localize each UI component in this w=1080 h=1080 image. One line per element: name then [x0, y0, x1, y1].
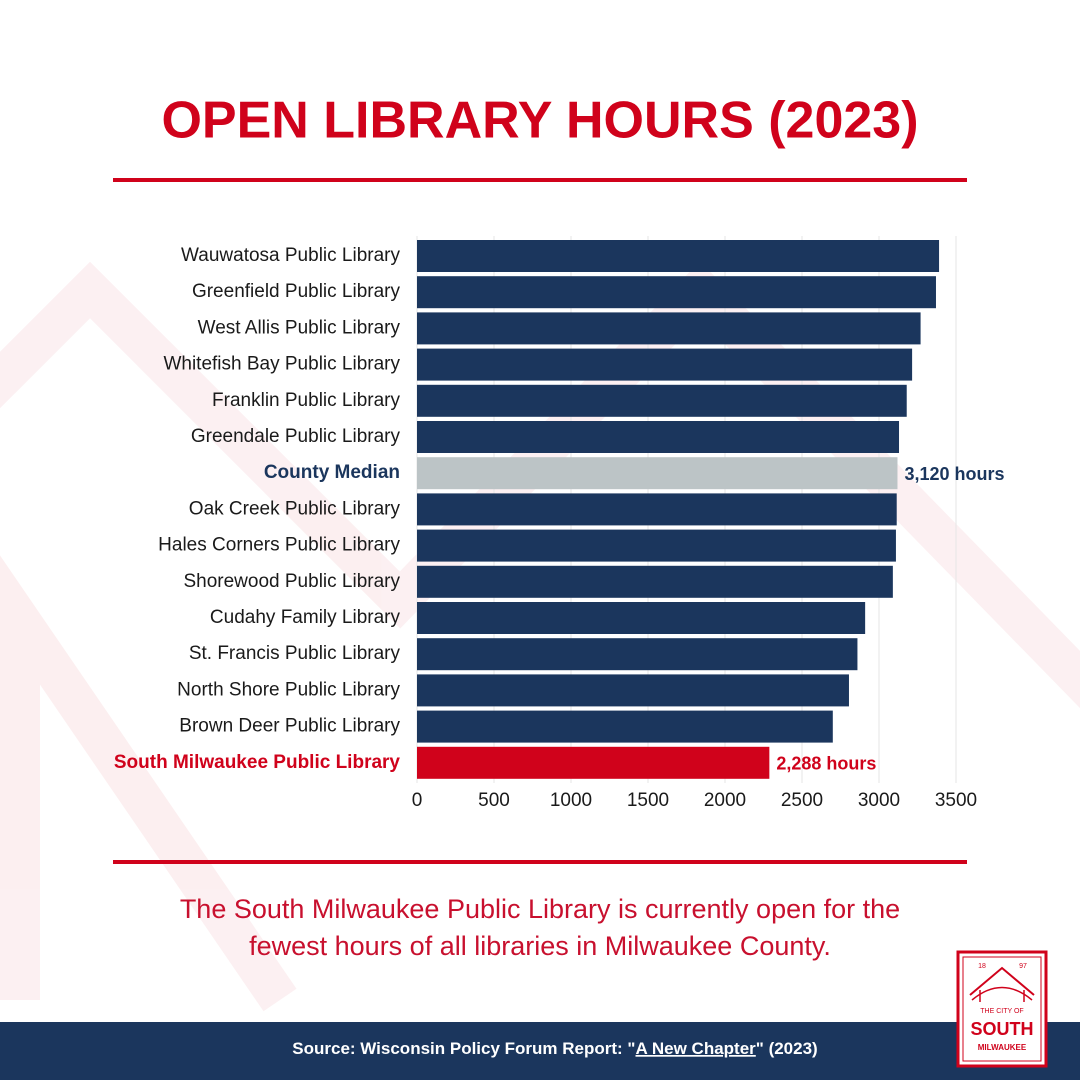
- logo-bridge: [971, 986, 1033, 1002]
- bar: [417, 602, 866, 634]
- logo-text: SOUTH: [971, 1019, 1034, 1039]
- source: Source: Wisconsin Policy Forum Report: "…: [292, 1039, 817, 1058]
- divider: [113, 860, 967, 864]
- x-tick-label: 500: [478, 790, 510, 811]
- divider: [113, 178, 967, 182]
- bar: [417, 493, 897, 526]
- bar: [417, 348, 913, 381]
- y-tick-label: St. Francis Public Library: [189, 643, 401, 664]
- bar: [417, 710, 833, 743]
- bar: [417, 529, 896, 562]
- logo-frame: [962, 956, 1042, 1062]
- x-tick-label: 2000: [704, 790, 746, 811]
- y-tick-label: Shorewood Public Library: [183, 571, 400, 592]
- y-tick-label: West Allis Public Library: [198, 317, 401, 338]
- bar: [417, 565, 893, 598]
- x-tick-label: 3000: [858, 790, 900, 811]
- y-tick-label: Oak Creek Public Library: [189, 498, 401, 519]
- bar: [417, 638, 858, 671]
- y-tick-label: Franklin Public Library: [212, 390, 400, 411]
- y-tick-label: Wauwatosa Public Library: [181, 245, 400, 266]
- bar: [417, 421, 900, 453]
- y-tick-label: North Shore Public Library: [177, 679, 400, 700]
- source-text: Source: Wisconsin Policy Forum Report: ": [292, 1039, 635, 1058]
- logo-year: 18: [978, 963, 986, 970]
- logo-text: THE CITY OF: [980, 1008, 1023, 1015]
- bar: [417, 240, 940, 272]
- logo-roof: [969, 966, 1035, 996]
- y-tick-label: County Median: [264, 462, 400, 483]
- logo: 18 97 THE CITY OF SOUTH MILWAUKEE: [956, 950, 1048, 1068]
- y-tick-label: Whitefish Bay Public Library: [163, 354, 400, 375]
- chart-title: OPEN LIBRARY HOURS (2023): [161, 92, 918, 150]
- plot: 0 500 1000 1500 2000 2500 3000 3500 Wauwatosa Pu…: [114, 236, 1005, 811]
- bar: [417, 384, 907, 417]
- footer-band: [0, 1022, 1080, 1080]
- bar: [417, 457, 898, 490]
- x-tick-label: 2500: [781, 790, 823, 811]
- bar: [417, 746, 770, 779]
- source-link: A New Chapter: [636, 1039, 757, 1058]
- y-tick-label: Greendale Public Library: [191, 426, 401, 447]
- logo-text: MILWAUKEE: [978, 1043, 1027, 1052]
- source-text: " (2023): [756, 1039, 818, 1058]
- bar: [417, 312, 921, 345]
- y-tick-label: Greenfield Public Library: [192, 281, 401, 302]
- bar: [417, 674, 849, 707]
- x-tick-label: 1500: [627, 790, 669, 811]
- value-label: 3,120 hours: [904, 464, 1004, 484]
- x-tick-label: 1000: [550, 790, 592, 811]
- x-tick-label: 3500: [935, 790, 977, 811]
- value-label: 2,288 hours: [776, 754, 876, 774]
- y-tick-label: Cudahy Family Library: [210, 607, 401, 628]
- y-tick-label: Hales Corners Public Library: [158, 535, 400, 556]
- watermark-shape: [0, 555, 297, 1012]
- x-tick-label: 0: [412, 790, 423, 811]
- bar: [417, 276, 936, 309]
- caption: The South Milwaukee Public Library is cu…: [180, 894, 900, 924]
- y-tick-label: South Milwaukee Public Library: [114, 752, 401, 773]
- y-tick-label: Brown Deer Public Library: [179, 716, 400, 737]
- logo-year: 97: [1019, 963, 1027, 970]
- logo-frame: [956, 950, 1048, 1068]
- caption: fewest hours of all libraries in Milwauk…: [249, 931, 831, 961]
